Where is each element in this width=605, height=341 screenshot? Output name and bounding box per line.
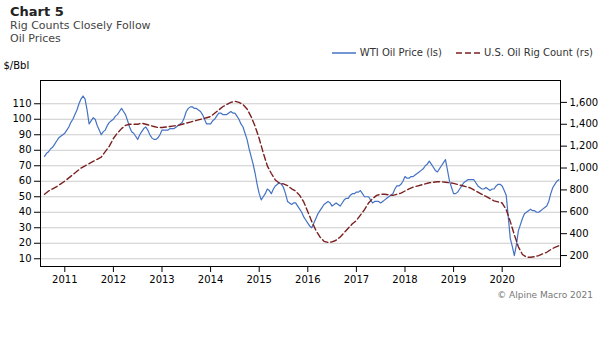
svg-text:1,200: 1,200: [570, 140, 599, 151]
svg-text:10: 10: [19, 253, 32, 264]
svg-text:2018: 2018: [392, 274, 417, 285]
svg-text:60: 60: [19, 175, 32, 186]
svg-text:400: 400: [570, 228, 589, 239]
svg-text:200: 200: [570, 250, 589, 261]
svg-text:30: 30: [19, 222, 32, 233]
html-text:WTI Oil Price (ls): WTI Oil Price (ls): [359, 47, 442, 58]
svg-text:1,400: 1,400: [570, 118, 599, 129]
svg-text:2013: 2013: [149, 274, 174, 285]
html-text:© Alpine Macro 2021: © Alpine Macro 2021: [497, 290, 593, 300]
svg-text:2014: 2014: [198, 274, 223, 285]
svg-text:1,000: 1,000: [570, 162, 599, 173]
svg-text:110: 110: [12, 98, 31, 109]
svg-text:2017: 2017: [344, 274, 369, 285]
svg-text:50: 50: [19, 191, 32, 202]
svg-text:20: 20: [19, 237, 32, 248]
svg-text:2015: 2015: [246, 274, 271, 285]
html-text:Rig Counts Closely Follow Oil: Rig Counts Closely Follow Oil Prices: [10, 19, 151, 45]
svg-text:800: 800: [570, 184, 589, 195]
svg-text:$/Bbl: $/Bbl: [4, 60, 30, 71]
svg-text:1,600: 1,600: [570, 97, 599, 108]
svg-text:2011: 2011: [52, 274, 77, 285]
svg-text:40: 40: [19, 206, 32, 217]
html-text:Chart 5: Chart 5: [10, 4, 64, 19]
svg-text:2020: 2020: [489, 274, 514, 285]
svg-text:70: 70: [19, 160, 32, 171]
svg-text:100: 100: [12, 113, 31, 124]
svg-text:2012: 2012: [101, 274, 126, 285]
svg-text:2016: 2016: [295, 274, 320, 285]
svg-text:80: 80: [19, 144, 32, 155]
svg-text:2019: 2019: [441, 274, 466, 285]
svg-text:600: 600: [570, 206, 589, 217]
html-text:U.S. Oil Rig Count (rs): U.S. Oil Rig Count (rs): [483, 47, 593, 58]
svg-text:90: 90: [19, 129, 32, 140]
